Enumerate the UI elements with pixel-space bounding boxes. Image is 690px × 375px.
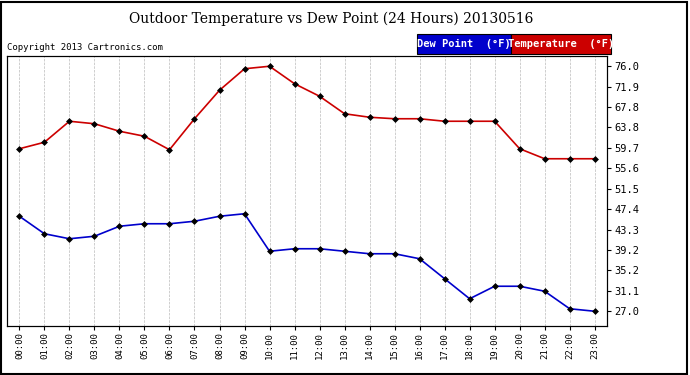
Text: Copyright 2013 Cartronics.com: Copyright 2013 Cartronics.com — [7, 43, 163, 52]
Text: Dew Point  (°F): Dew Point (°F) — [417, 39, 511, 49]
Text: Temperature  (°F): Temperature (°F) — [508, 39, 613, 49]
Text: Outdoor Temperature vs Dew Point (24 Hours) 20130516: Outdoor Temperature vs Dew Point (24 Hou… — [129, 11, 533, 26]
